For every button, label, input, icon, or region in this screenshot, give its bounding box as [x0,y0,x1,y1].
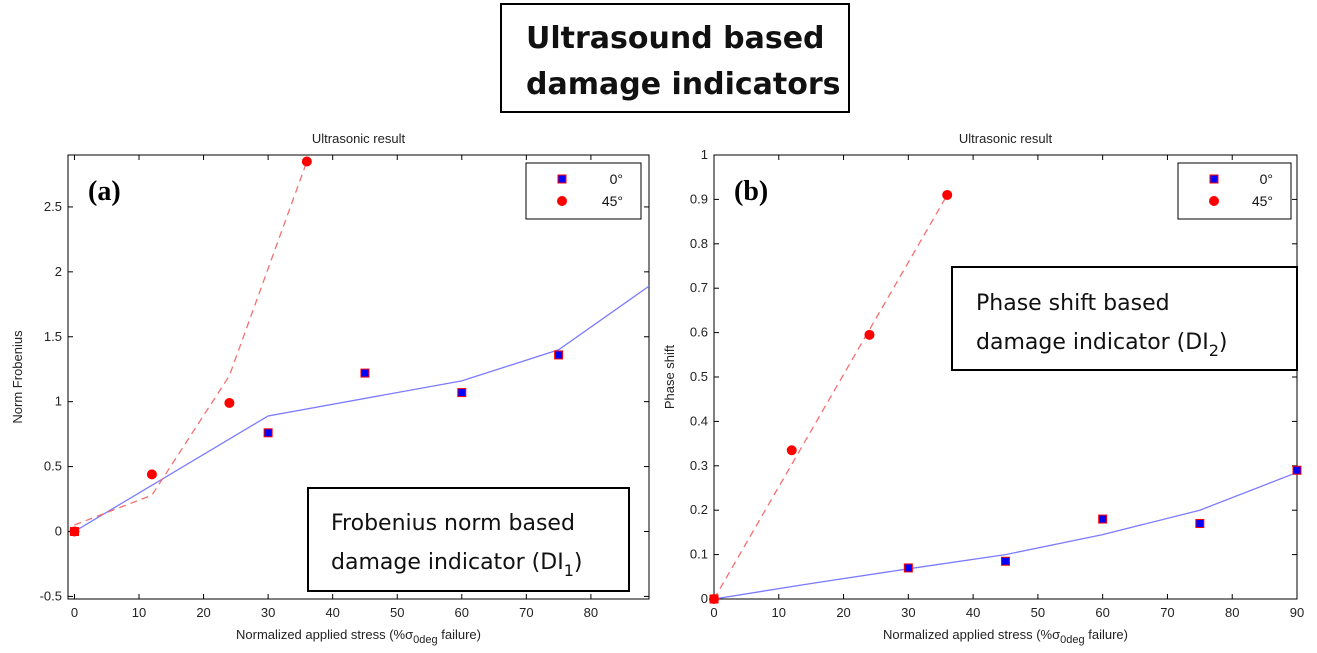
panel-b-x-tick-label: 80 [1225,605,1239,620]
panel-b-point-45deg [709,594,719,604]
panel-a-x-tick-label: 60 [455,605,469,620]
panel-a-y-tick-label: 2 [55,264,62,279]
panel-b-point-0deg [1292,465,1302,475]
panel-a-fit-line-45deg [74,161,308,526]
panel-a-legend-label: 45° [602,193,623,209]
panel-b-x-tick-label: 90 [1290,605,1304,620]
panel-a-x-tick-label: 70 [519,605,533,620]
panel-b-point-0deg [1195,519,1205,529]
panel-a-x-tick-label: 10 [132,605,146,620]
panel-a-y-axis-label: Norm Frobenius [10,330,25,424]
panel-b-legend-label: 45° [1252,193,1273,209]
panel-b-y-tick-label: 0 [701,591,708,606]
panel-a-y-tick-label: 2.5 [44,199,62,214]
panel-a-x-tick-label: 30 [261,605,275,620]
figure-title-box: Ultrasound based damage indicators [500,3,850,113]
panel-a-point-0deg [360,368,370,378]
panel-a-legend-box [525,162,642,220]
panel-b-legend-label: 0° [1260,171,1273,187]
panel-a-annotation-line-1: Frobenius norm based [331,511,575,536]
panel-a-legend-marker-45deg [557,196,567,206]
panel-a-x-tick-label: 40 [325,605,339,620]
panel-b-y-tick-label: 0.6 [690,325,708,340]
panel-b-plot-area [714,194,1297,599]
panel-b-x-tick-label: 60 [1095,605,1109,620]
panel-a-legend-marker-0deg [557,174,567,184]
panel-b-legend-marker-45deg [1209,196,1219,206]
panel-b-x-tick-label: 40 [966,605,980,620]
panel-b-y-tick-label: 0.9 [690,191,708,206]
panel-a-x-tick-label: 80 [584,605,598,620]
panel-a-annotation-box [307,487,630,592]
figure-title-line-1: Ultrasound based [526,21,825,56]
panel-a-y-tick-label: 0 [55,523,62,538]
panel-b-x-tick-label: 30 [901,605,915,620]
panel-a-x-tick-label: 20 [196,605,210,620]
panel-b-y-tick-label: 0.5 [690,369,708,384]
panel-b-chart-title: Ultrasonic result [959,131,1053,146]
panel-a-point-45deg [69,526,80,537]
panel-b-annotation-line-1: Phase shift based [976,291,1170,316]
panel-b-fit-line-0deg [714,471,1297,599]
panel-b-y-tick-label: 0.7 [690,280,708,295]
panel-b-axes-box [713,154,1298,600]
panel-a-annotation-line-2: damage indicator (DI1) [331,550,582,580]
panel-a-point-45deg [146,469,157,480]
panel-a-panel-label: (a) [88,176,121,207]
panel-a-y-tick-label: 0.5 [44,459,62,474]
panel-a-point-0deg [554,350,564,360]
panel-a-point-0deg [457,388,467,398]
panel-b-x-tick-label: 0 [710,605,717,620]
panel-b-point-0deg [1098,514,1108,524]
panel-a-x-tick-label: 0 [71,605,78,620]
panel-b-point-45deg [786,445,797,456]
panel-b-y-tick-label: 0.2 [690,502,708,517]
panel-a-x-tick-label: 50 [390,605,404,620]
panel-a-legend-label: 0° [610,171,623,187]
panel-a-fit-line-0deg [74,285,649,533]
panel-b-chart: Ultrasonic result 0 10 20 30 40 50 60 70 80 90 0 0.1… [662,131,1304,646]
panel-b-point-45deg [864,329,875,340]
panel-b-y-tick-label: 0.3 [690,458,708,473]
panel-b-x-tick-label: 10 [772,605,786,620]
panel-b-y-tick-label: 0.1 [690,547,708,562]
panel-b-annotation-box [951,266,1298,371]
figure-title-line-2: damage indicators [526,67,841,102]
panel-b-x-tick-label: 70 [1160,605,1174,620]
panel-b-x-tick-label: 50 [1031,605,1045,620]
panel-b-y-axis-label: Phase shift [662,344,677,409]
panel-b-x-tick-label: 20 [836,605,850,620]
panel-b-fit-line-45deg [714,194,948,599]
panel-b-point-0deg [903,563,913,573]
panel-b-legend-box [1177,162,1292,220]
panel-b-legend-marker-0deg [1209,174,1219,184]
panel-b-panel-label: (b) [734,176,768,207]
panel-b-point-45deg [942,189,953,200]
panel-a-chart: Ultrasonic result 0 10 20 30 40 50 60 70 80 -0.5 0 0… [10,131,650,646]
panel-a-x-axis-label: Normalized applied stress (%σ0deg failur… [236,627,481,646]
panel-a-y-tick-label: -0.5 [40,588,62,603]
panel-b-y-tick-label: 0.4 [690,413,708,428]
panel-a-point-45deg [301,156,312,167]
panel-a-chart-title: Ultrasonic result [312,131,406,146]
panel-b-annotation-line-2: damage indicator (DI2) [976,330,1227,360]
panel-a-y-tick-label: 1 [55,394,62,409]
panel-a-plot-area [74,161,649,533]
panel-b-point-0deg [1001,556,1010,566]
panel-a-point-0deg [263,428,273,438]
panel-b-y-tick-label: 1 [701,147,708,162]
panel-a-point-45deg [224,397,235,408]
panel-b-y-tick-label: 0.8 [690,236,708,251]
panel-b-x-axis-label: Normalized applied stress (%σ0deg failur… [883,627,1128,646]
panel-a-y-tick-label: 1.5 [44,329,62,344]
